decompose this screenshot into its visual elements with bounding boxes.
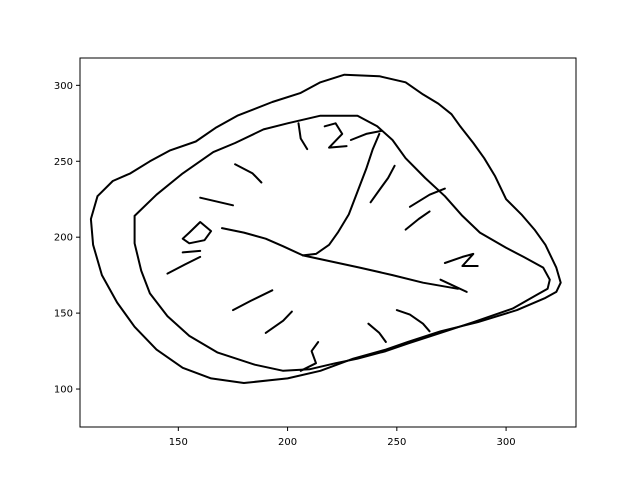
y-tick-label: 200 (54, 233, 73, 244)
y-axis: 100 150 200 250 300 (54, 81, 80, 396)
series-line-19 (166, 255, 202, 275)
series-line-14 (395, 309, 431, 333)
series-line-4 (199, 196, 234, 207)
series-line-16 (299, 341, 320, 372)
x-tick-label: 300 (497, 437, 516, 448)
y-tick-label: 250 (54, 157, 73, 168)
series-line-15 (367, 322, 387, 343)
y-tick-label: 100 (54, 385, 73, 396)
series-line-0 (89, 73, 562, 384)
series-line-6 (297, 122, 309, 151)
series-line-22 (301, 254, 459, 290)
series-line-18 (232, 289, 274, 312)
series-line-1 (133, 114, 551, 372)
series-line-8 (349, 129, 383, 141)
series-line-20 (301, 132, 381, 257)
series-line-21 (221, 227, 304, 257)
plot-lines (89, 73, 562, 384)
series-line-11 (404, 210, 431, 231)
series-line-9 (369, 164, 396, 204)
series-line-17 (264, 310, 293, 334)
x-tick-label: 200 (278, 437, 297, 448)
series-line-5 (234, 163, 263, 184)
y-tick-label: 300 (54, 81, 73, 92)
series-line-7 (323, 122, 348, 149)
series-line-2 (181, 221, 213, 245)
x-tick-label: 250 (387, 437, 406, 448)
series-line-12 (443, 252, 479, 267)
y-tick-label: 150 (54, 309, 73, 320)
x-tick-label: 150 (169, 437, 188, 448)
series-line-13 (439, 278, 468, 293)
x-axis: 150 200 250 300 (169, 427, 516, 448)
series-line-10 (408, 187, 446, 208)
series-line-3 (181, 249, 202, 254)
plot-area-frame (79, 57, 577, 428)
